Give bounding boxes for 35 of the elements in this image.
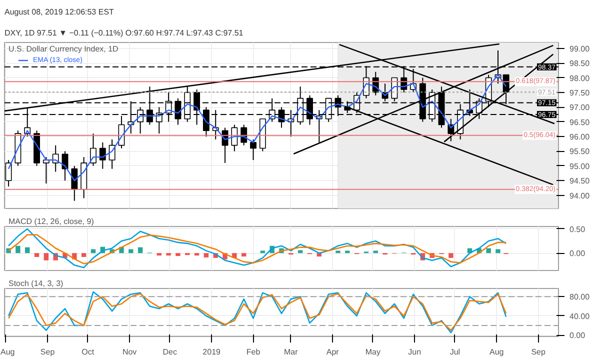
x-tick-label: May	[365, 348, 381, 356]
x-tick-label: Oct	[82, 348, 95, 356]
chart-title: MACD (12, 26, close, 9)	[8, 217, 94, 226]
y-tick-label: 98.00	[570, 74, 590, 83]
x-tick-label: 2019	[202, 348, 222, 356]
x-tick-label: Sep	[40, 348, 56, 356]
y-tick-label: 94.50	[570, 176, 590, 186]
x-tick-label: Feb	[246, 348, 261, 356]
x-tick-label: Mar	[284, 348, 298, 356]
x-tick-label: Jun	[408, 348, 422, 356]
y-tick-label: 0.00	[570, 249, 586, 258]
y-tick-label: 97.00	[570, 103, 590, 112]
x-tick-label: Sep	[531, 348, 546, 356]
y-tick-label: 0.50	[570, 224, 586, 234]
y-tick-label: 40.00	[570, 312, 590, 321]
x-tick-label: Nov	[122, 348, 137, 356]
y-tick-label: 80.00	[570, 292, 590, 302]
x-tick-label: Aug	[490, 348, 504, 356]
y-tick-label: 98.50	[570, 59, 590, 68]
y-tick-label: 96.00	[570, 132, 590, 142]
chart-title: U.S. Dollar Currency Index, 1D	[8, 44, 119, 54]
y-tick-label: 95.50	[570, 147, 590, 156]
y-tick-label: 94.00	[570, 191, 590, 200]
x-tick-label: Aug	[0, 348, 15, 356]
y-tick-label: 97.50	[570, 88, 590, 98]
y-tick-label: 99.00	[570, 44, 590, 54]
text: DXY, 1D 97.51 ▼ −0.11 (−0.11%) O:97.60 H:97.74 L:97.43 C:97.51	[4, 28, 244, 38]
y-tick-label: 96.50	[570, 118, 590, 127]
x-tick-label: Jul	[450, 348, 460, 356]
text: August 08, 2019 12:06:53 EST	[4, 8, 114, 16]
y-tick-label: 0.00	[570, 331, 586, 340]
chart-title: Stoch (14, 3, 3)	[8, 279, 64, 288]
y-tick-label: 95.00	[570, 162, 590, 171]
x-tick-label: Dec	[162, 348, 178, 356]
x-tick-label: Apr	[326, 348, 340, 356]
